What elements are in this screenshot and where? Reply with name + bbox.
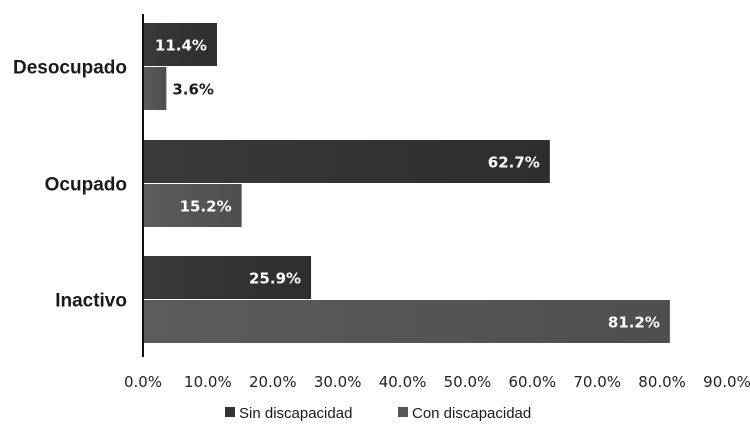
- x-tick-label: 20.0%: [249, 373, 297, 391]
- category-label-inactivo: Inactivo: [55, 291, 127, 312]
- data-label-con-inactivo: 81.2%: [608, 314, 660, 332]
- bar-sin-ocupado: [143, 140, 550, 183]
- data-label-con-ocupado: 15.2%: [180, 198, 232, 216]
- bar-con-inactivo: [143, 300, 670, 343]
- data-label-con-desocupado: 3.6%: [172, 81, 214, 99]
- category-label-desocupado: Desocupado: [13, 58, 127, 79]
- category-label-ocupado: Ocupado: [45, 175, 127, 196]
- legend-label-con: Con discapacidad: [412, 405, 531, 422]
- data-label-sin-inactivo: 25.9%: [249, 270, 301, 288]
- x-tick-label: 30.0%: [314, 373, 362, 391]
- x-tick-label: 10.0%: [184, 373, 232, 391]
- x-tick-label: 70.0%: [573, 373, 621, 391]
- x-tick-label: 0.0%: [124, 373, 162, 391]
- x-tick-label: 50.0%: [444, 373, 492, 391]
- x-tick-label: 90.0%: [703, 373, 750, 391]
- legend-swatch-sin: [225, 407, 235, 417]
- x-tick-label: 60.0%: [509, 373, 557, 391]
- bar-con-desocupado: [143, 67, 167, 110]
- bar-sin-inactivo: [143, 256, 312, 299]
- legend-label-sin: Sin discapacidad: [239, 405, 352, 422]
- data-label-sin-desocupado: 11.4%: [155, 37, 207, 55]
- legend-swatch-con: [398, 407, 408, 417]
- bar-sin-desocupado: [143, 23, 217, 66]
- data-label-sin-ocupado: 62.7%: [488, 154, 540, 172]
- bar-con-ocupado: [143, 184, 242, 227]
- x-tick-label: 40.0%: [379, 373, 427, 391]
- x-tick-label: 80.0%: [638, 373, 686, 391]
